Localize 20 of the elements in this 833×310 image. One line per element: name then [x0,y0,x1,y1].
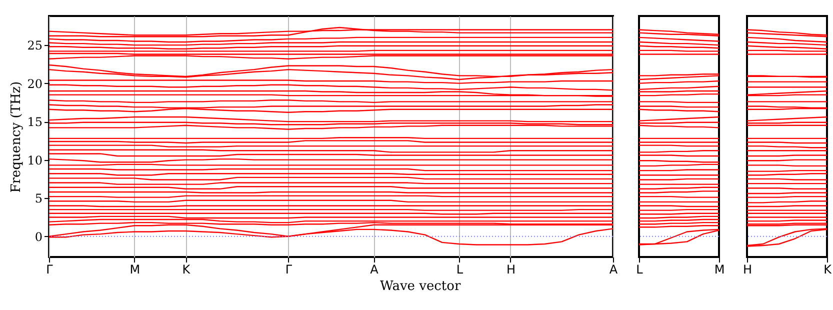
x-tick-label: M [714,262,725,276]
y-tick-label: 5 [34,192,42,206]
y-tick-label: 20 [27,76,42,91]
y-tick-label: 10 [27,153,42,168]
x-axis-title: Wave vector [380,279,462,294]
y-tick-label: 15 [27,115,42,130]
x-tick-label: A [370,262,380,276]
x-tick-label: H [506,262,516,276]
x-tick-label: K [824,262,833,276]
x-tick-label: H [742,262,752,276]
x-tick-label: Γ [285,262,292,276]
x-tick-label: L [636,262,644,276]
x-tick-label: M [130,262,140,276]
x-tick-label: K [182,262,192,276]
x-tick-label: L [456,262,464,276]
x-tick-label: A [609,262,618,276]
y-tick-label: 25 [27,38,42,53]
x-tick-label: Γ [46,262,54,276]
y-axis-title: Frequency (THz) [9,81,24,193]
y-tick-label: 0 [34,230,42,244]
